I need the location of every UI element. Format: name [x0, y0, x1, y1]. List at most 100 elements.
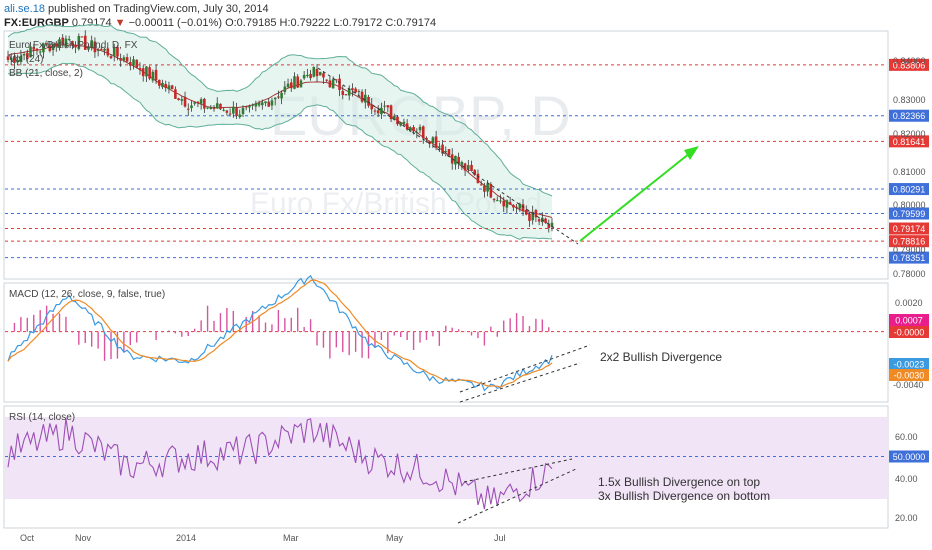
candle-body [283, 86, 287, 93]
candle-body [199, 99, 203, 104]
macd-divergence-upper[interactable] [459, 344, 591, 393]
candle-body [418, 126, 422, 131]
arrow-up-right-icon[interactable] [579, 146, 699, 242]
price-pane-title: Euro Fx/British Pound, D, FX [9, 40, 138, 51]
rsi-tick: 40.00 [895, 474, 918, 484]
candle-body [328, 80, 332, 88]
candle-body [45, 43, 48, 45]
candle-body [495, 200, 499, 202]
candle-body [434, 136, 438, 148]
candle-body [322, 73, 325, 78]
candle-body [80, 36, 84, 38]
price-trendline[interactable] [317, 67, 579, 245]
candle-body [483, 185, 486, 192]
x-axis-label: Oct [20, 533, 35, 543]
price-pane[interactable] [3, 30, 889, 280]
rsi-tick: 20.00 [895, 513, 918, 523]
candle-body [103, 48, 106, 51]
level-tag-text: 0.79599 [893, 209, 926, 219]
candle-body [518, 203, 522, 209]
candle-body [505, 200, 509, 208]
x-axis-label: Mar [283, 533, 299, 543]
candle-body [61, 37, 65, 46]
candle-body [154, 69, 158, 81]
candle-body [550, 222, 554, 227]
candle-body [228, 113, 232, 115]
level-tag [889, 222, 929, 235]
candle-body [180, 99, 184, 101]
candle-body [364, 94, 367, 103]
candle-body [457, 156, 460, 164]
candle-body [463, 163, 467, 171]
candle-body [489, 183, 493, 198]
candle-body [257, 103, 261, 106]
candle-body [460, 161, 464, 165]
candle-body [77, 35, 81, 50]
candle-body [531, 211, 534, 221]
rsi-divergence-lower[interactable] [457, 468, 577, 524]
level-tag [889, 183, 929, 196]
candle-body [225, 110, 229, 113]
macd-tag [889, 326, 929, 338]
candle-body [341, 90, 345, 96]
candle-body [232, 106, 235, 114]
candle-body [396, 116, 399, 125]
candle-body [64, 38, 68, 47]
candle-body [186, 108, 190, 110]
candle-body [174, 89, 177, 99]
candle-body [447, 149, 451, 155]
candle-body [106, 48, 110, 56]
bollinger-upper [7, 23, 553, 197]
rsi-band [5, 417, 887, 499]
candle-body [386, 105, 390, 108]
candle-body [235, 107, 238, 117]
candle-body [302, 75, 306, 79]
bollinger-fill [8, 24, 552, 240]
candle-body [473, 170, 477, 176]
candle-body [264, 101, 267, 104]
candle-body [267, 101, 271, 107]
candle-body [351, 88, 354, 91]
macd-tag-text: 0.0007 [895, 316, 923, 326]
candle-body [380, 107, 383, 115]
candle-body [273, 97, 277, 100]
candlesticks [6, 30, 554, 233]
candle-body [141, 68, 145, 77]
candle-body [135, 59, 139, 68]
candle-body [373, 110, 377, 112]
candle-body [193, 102, 196, 104]
candle-body [151, 71, 155, 81]
candle-body [344, 94, 348, 96]
candle-body [119, 58, 122, 61]
candle-body [90, 40, 93, 48]
author-link[interactable]: ali.se.18 [4, 3, 45, 15]
candle-body [177, 98, 180, 100]
candle-body [29, 46, 32, 58]
price-tick: 0.78000 [893, 269, 926, 279]
candle-body [167, 85, 171, 90]
candle-body [289, 82, 293, 89]
candle-body [389, 105, 393, 120]
x-axis-label: Jul [494, 533, 506, 543]
candle-body [454, 155, 457, 165]
level-tag [889, 109, 929, 122]
candle-body [83, 35, 87, 50]
macd-tag [889, 314, 929, 326]
candle-body [26, 52, 29, 59]
candle-body [441, 144, 444, 154]
candle-body [248, 106, 251, 108]
level-tag-text: 0.79174 [893, 224, 926, 234]
candle-body [293, 76, 296, 89]
candle-body [206, 107, 209, 109]
candle-body [212, 108, 216, 110]
macd-pane[interactable] [3, 282, 889, 403]
candle-body [54, 43, 58, 47]
rsi-pane[interactable] [3, 405, 889, 529]
rsi-divergence-upper[interactable] [463, 458, 573, 483]
candle-body [35, 48, 39, 51]
candle-body [296, 76, 300, 88]
level-tag-text: 0.82366 [893, 111, 926, 121]
candle-body [306, 74, 309, 77]
candle-body [196, 101, 200, 104]
